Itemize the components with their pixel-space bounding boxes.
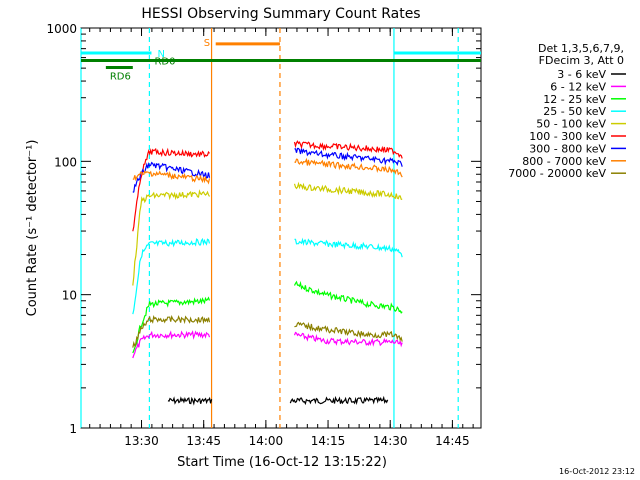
series-line-7000-20000-kev (294, 321, 403, 342)
series-line-100-300-kev (132, 147, 210, 232)
plot-area: N S RD6 RD0 (80, 27, 482, 429)
legend-entry-label: 12 - 25 keV (543, 93, 606, 106)
legend-entry-label: 300 - 800 keV (529, 142, 606, 155)
legend-entry-label: 100 - 300 keV (529, 130, 606, 143)
series-line-50-100-kev (132, 189, 211, 286)
series-line-12-25-kev (293, 280, 403, 314)
y-tick-label: 10 (62, 289, 77, 303)
x-tick-label: 13:30 (124, 434, 159, 448)
x-axis-label: Start Time (16-Oct-12 13:15:22) (177, 455, 387, 470)
y-tick-label: 1 (69, 422, 77, 436)
legend-entry-label: 25 - 50 keV (543, 105, 606, 118)
legend-header-line: FDecim 3, Att 0 (539, 54, 624, 67)
series-line-7000-20000-kev (132, 314, 211, 348)
x-tick-label: 14:45 (435, 434, 470, 448)
y-tick-label: 1000 (46, 22, 77, 36)
legend: Det 1,3,5,6,7,9,FDecim 3, Att 03 - 6 keV… (508, 42, 626, 180)
x-tick-label: 14:00 (249, 434, 284, 448)
series-line-25-50-kev (294, 237, 403, 258)
series-line-25-50-kev (132, 237, 211, 315)
flag-label-rd6: RD6 (110, 72, 131, 83)
y-axis-ticks: 1 10 100 1000 (46, 22, 481, 436)
series-line-300-800-kev (294, 147, 403, 167)
series-line-6-12-kev (293, 331, 403, 348)
flag-label-s: S (204, 38, 210, 49)
x-tick-label: 13:45 (186, 434, 221, 448)
series-line-800-7000-kev (132, 170, 211, 185)
x-axis-ticks: 13:30 13:45 14:00 14:15 14:30 14:45 (89, 28, 474, 448)
x-tick-label: 14:15 (311, 434, 346, 448)
legend-entry-label: 50 - 100 keV (536, 118, 606, 131)
chart-title: HESSI Observing Summary Count Rates (141, 6, 420, 22)
flag-label-n: N (157, 49, 164, 60)
legend-entry-label: 3 - 6 keV (557, 68, 606, 81)
legend-entry-label: 800 - 7000 keV (522, 155, 606, 168)
legend-header-line: Det 1,3,5,6,7,9, (538, 42, 624, 55)
series-line-3-6-kev (167, 396, 213, 406)
y-tick-label: 100 (54, 155, 77, 169)
series-line-800-7000-kev (294, 157, 403, 178)
series-line-3-6-kev (289, 395, 389, 406)
legend-entry-label: 6 - 12 keV (550, 80, 606, 93)
plot-frame (80, 27, 482, 429)
series-line-12-25-kev (132, 296, 211, 354)
x-tick-label: 14:30 (373, 434, 408, 448)
flag-label-rd0: RD0 (154, 57, 175, 68)
generation-timestamp: 16-Oct-2012 23:12 (559, 467, 635, 476)
series-line-6-12-kev (132, 330, 211, 359)
legend-entry-label: 7000 - 20000 keV (508, 167, 606, 180)
series-line-100-300-kev (293, 140, 403, 159)
series-line-50-100-kev (293, 181, 403, 200)
y-axis-label: Count Rate (s⁻¹ detector⁻¹) (25, 140, 40, 317)
